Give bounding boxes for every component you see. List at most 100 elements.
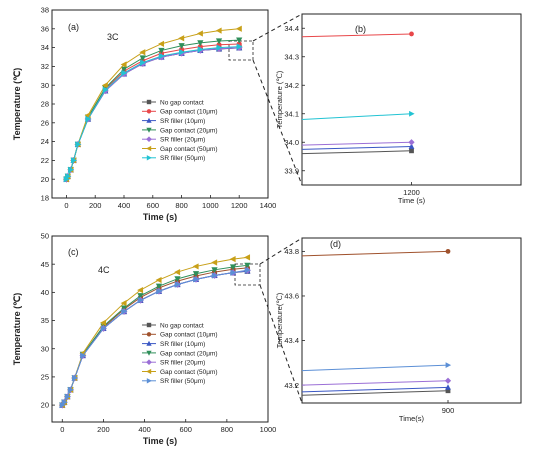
data-point [236, 37, 243, 44]
x-tick-label: 1000 [202, 201, 219, 210]
series-line [301, 141, 412, 146]
y-tick-label: 34.4 [284, 24, 299, 33]
x-tick-label: 1400 [260, 201, 277, 210]
series-line [65, 46, 240, 180]
data-point [193, 276, 200, 283]
y-axis-title: Temperature (℃) [12, 68, 22, 140]
y-tick-label: 35 [41, 316, 49, 325]
series-sr-filler-10-m- [301, 143, 415, 150]
legend-swatch-marker [146, 155, 152, 161]
x-axis-title: Time (s) [398, 196, 426, 205]
panel-d-chart: 900 43.2 43.4 43.6 43.8 Time(s) Temperature(℃)… [275, 237, 522, 423]
data-point [244, 254, 251, 261]
data-point [158, 47, 165, 54]
legend-swatch-marker [146, 127, 152, 133]
series-line [301, 150, 412, 155]
series-line [301, 113, 412, 120]
legend-swatch-marker [146, 145, 152, 152]
series-gap-contact-50-m- [58, 254, 251, 409]
series-line [301, 33, 412, 38]
panel-a-chart: 0 200 400 600 800 1000 1200 1400 18 20 22 24 26 28 30 3… [12, 6, 276, 222]
y-tick-label: 30 [41, 81, 49, 90]
y-tick-label: 43.2 [284, 381, 299, 390]
legend-swatch-marker [146, 332, 152, 337]
legend-entry: SR filler (50μm) [160, 378, 205, 385]
series-gap-contact-10-m- [301, 248, 451, 257]
zoom-line-top [259, 237, 303, 265]
x-tick-label: 800 [221, 425, 234, 434]
data-point [158, 52, 165, 60]
legend-entry: Gap contact (20μm) [160, 127, 218, 134]
series-sr-filler-50-m- [59, 266, 251, 409]
series-gap-contact-20-m- [59, 262, 251, 409]
y-tick-label: 28 [41, 100, 49, 109]
data-point [139, 49, 146, 56]
legend-entry: SR filler (10μm) [160, 341, 205, 348]
y-tick-label: 24 [41, 137, 49, 146]
x-tick-label: 1200 [403, 188, 420, 197]
data-point [67, 386, 74, 393]
y-tick-label: 43.4 [284, 336, 299, 345]
legend-swatch-marker [146, 378, 152, 384]
x-tick-label: 600 [147, 201, 160, 210]
legend-entry: SR filler (50μm) [160, 155, 205, 162]
data-point [140, 59, 147, 66]
data-point [197, 40, 204, 47]
x-tick-label: 800 [175, 201, 188, 210]
legend-entry: SR filler (20μm) [160, 360, 205, 367]
data-point [174, 281, 181, 288]
panel-label: (b) [355, 24, 366, 34]
data-point [229, 255, 236, 263]
data-point [72, 374, 79, 382]
y-tick-label: 32 [41, 62, 49, 71]
data-point [409, 148, 414, 154]
series-line [301, 390, 449, 396]
series-sr-filler-50-m- [301, 110, 415, 120]
data-point [120, 61, 127, 68]
x-tick-label: 1200 [231, 201, 248, 210]
y-tick-label: 33.9 [284, 166, 299, 175]
data-point [61, 399, 68, 406]
data-point [120, 66, 128, 73]
panel-c-chart: 0 200 400 600 800 1000 20 25 30 35 40 45 50 Time (s) T… [12, 232, 276, 446]
series-line [65, 28, 240, 180]
data-point [235, 25, 242, 32]
panel-label: (a) [68, 22, 79, 32]
legend-swatch-marker [146, 322, 152, 328]
y-tick-label: 25 [41, 373, 49, 382]
x-axis-title: Time (s) [143, 436, 177, 446]
y-tick-label: 34.0 [284, 138, 299, 147]
data-point [409, 110, 415, 117]
legend-swatch-marker [146, 136, 152, 143]
y-tick-label: 38 [41, 6, 49, 15]
data-point [211, 267, 218, 274]
data-point [192, 263, 199, 270]
data-point [100, 325, 107, 332]
data-point [215, 38, 223, 45]
data-point [174, 268, 181, 276]
series-sr-filler-10-m- [301, 384, 451, 393]
series-gap-contact-10-m- [59, 265, 251, 408]
x-axis-title: Time (s) [143, 212, 177, 222]
series-line [61, 270, 248, 406]
data-point [178, 35, 185, 42]
plot-frame [301, 237, 522, 404]
series-line [61, 256, 248, 406]
x-tick-label: 600 [179, 425, 192, 434]
legend-entry: No gap contact [160, 99, 204, 106]
series-sr-filler-20-m- [301, 377, 452, 386]
annotation-label: 3C [107, 32, 119, 42]
data-point [64, 393, 71, 400]
legend-entry: Gap contact (50μm) [160, 146, 218, 153]
data-point [156, 288, 163, 295]
series-sr-filler-50-m- [301, 362, 452, 372]
x-tick-label: 200 [89, 201, 102, 210]
legend-entry: Gap contact (10μm) [160, 109, 218, 116]
data-point [174, 276, 181, 283]
series-line [301, 386, 449, 393]
data-point [244, 262, 251, 269]
data-point [211, 259, 218, 266]
y-tick-label: 45 [41, 260, 49, 269]
x-tick-label: 0 [64, 201, 68, 210]
data-point [408, 143, 415, 149]
